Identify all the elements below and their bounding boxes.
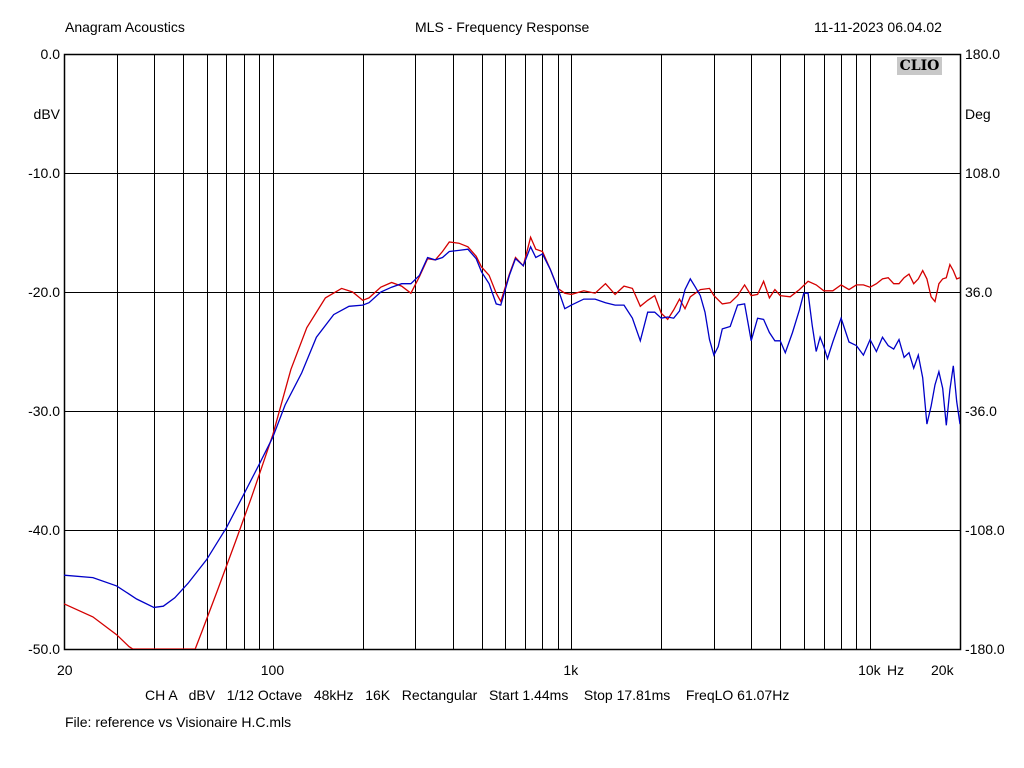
x-tick-label: 1k xyxy=(563,662,579,678)
clio-logo-badge: CLIO xyxy=(897,57,942,75)
y2-tick-label: -36.0 xyxy=(965,403,997,419)
x-axis-unit-label: Hz xyxy=(887,662,905,678)
y-tick-label: -30.0 xyxy=(28,403,60,419)
y-tick-label: -40.0 xyxy=(28,522,60,538)
y2-tick-label: 108.0 xyxy=(965,165,1001,181)
series-line-red xyxy=(64,235,960,649)
series-line-blue xyxy=(64,245,960,609)
chart-title: MLS - Frequency Response xyxy=(415,19,590,35)
y-axis-unit-label: dBV xyxy=(33,106,60,122)
y2-tick-label: 180.0 xyxy=(965,46,1001,62)
x-tick-label: 20 xyxy=(57,662,73,678)
y-tick-label: -50.0 xyxy=(28,641,60,657)
plot-frame xyxy=(63,53,962,651)
y2-tick-label: 36.0 xyxy=(965,284,993,300)
measurement-settings: CH A dBV 1/12 Octave 48kHz 16K Rectangul… xyxy=(145,687,790,703)
x-tick-label: 20k xyxy=(931,662,954,678)
y2-axis-unit-label: Deg xyxy=(965,106,991,122)
y-tick-label: 0.0 xyxy=(40,46,60,62)
timestamp: 11-11-2023 06.04.02 xyxy=(814,19,942,35)
brand-label: Anagram Acoustics xyxy=(65,19,185,35)
x-tick-label: 10k xyxy=(858,662,881,678)
y-tick-label: -10.0 xyxy=(28,165,60,181)
y-tick-label: -20.0 xyxy=(28,284,60,300)
x-tick-label: 100 xyxy=(260,662,285,678)
y2-tick-label: -180.0 xyxy=(965,641,1005,657)
file-name: File: reference vs Visionaire H.C.mls xyxy=(65,714,292,730)
y2-tick-label: -108.0 xyxy=(965,522,1005,538)
